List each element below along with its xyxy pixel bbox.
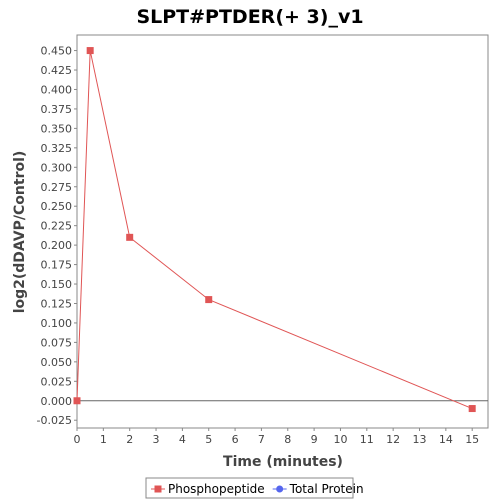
x-tick-label: 12 xyxy=(386,433,400,446)
y-tick-label: 0.100 xyxy=(41,317,73,330)
y-axis: -0.025 0.000 0.025 0.050 0.075 0.100 0.125 0.15… xyxy=(37,45,77,427)
y-tick-label: 0.050 xyxy=(41,356,73,369)
x-tick-label: 1 xyxy=(100,433,107,446)
x-tick-label: 0 xyxy=(74,433,81,446)
y-tick-label: 0.450 xyxy=(41,45,73,58)
y-tick-label: 0.025 xyxy=(41,375,73,388)
x-tick-label: 3 xyxy=(153,433,160,446)
x-tick-label: 10 xyxy=(333,433,347,446)
x-tick-label: 2 xyxy=(126,433,133,446)
y-tick-label: 0.350 xyxy=(41,122,73,135)
y-tick-label: 0.250 xyxy=(41,200,73,213)
y-tick-label: 0.300 xyxy=(41,161,73,174)
y-tick-label: 0.150 xyxy=(41,278,73,291)
x-tick-label: 9 xyxy=(311,433,318,446)
data-point xyxy=(126,233,134,241)
legend-marker xyxy=(154,485,162,493)
x-tick-label: 15 xyxy=(465,433,479,446)
x-tick-label: 13 xyxy=(413,433,427,446)
y-tick-label: 0.425 xyxy=(41,64,73,77)
chart-title: SLPT#PTDER(+ 3)_v1 xyxy=(136,6,363,28)
y-tick-label: 0.275 xyxy=(41,181,73,194)
series-group xyxy=(73,47,476,413)
legend-label: Total Protein xyxy=(289,482,364,496)
x-axis-title: Time (minutes) xyxy=(223,454,343,470)
legend-marker xyxy=(276,485,284,493)
y-tick-label: -0.025 xyxy=(37,414,72,427)
plot-area xyxy=(76,34,489,429)
legend-frame xyxy=(145,477,354,499)
x-tick-label: 14 xyxy=(439,433,453,446)
y-tick-label: 0.075 xyxy=(41,336,73,349)
y-axis-title: log2(dDAVP/Control) xyxy=(12,151,28,314)
data-point xyxy=(86,47,94,55)
legend: Phosphopeptide Total Protein xyxy=(145,477,364,499)
x-tick-label: 6 xyxy=(232,433,239,446)
y-tick-label: 0.375 xyxy=(41,103,73,116)
x-tick-label: 8 xyxy=(284,433,291,446)
legend-label: Phosphopeptide xyxy=(168,482,265,496)
y-tick-label: 0.400 xyxy=(41,83,73,96)
x-tick-label: 4 xyxy=(179,433,186,446)
data-point xyxy=(205,296,213,304)
data-point xyxy=(468,405,476,413)
y-tick-label: 0.225 xyxy=(41,220,73,233)
y-tick-label: 0.000 xyxy=(41,395,73,408)
y-tick-label: 0.325 xyxy=(41,142,73,155)
y-tick-label: 0.175 xyxy=(41,259,73,272)
x-axis: 0 1 2 3 4 5 6 7 8 9 10 11 12 13 14 15 xyxy=(74,428,479,446)
x-tick-label: 11 xyxy=(360,433,374,446)
y-tick-label: 0.125 xyxy=(41,297,73,310)
data-point xyxy=(73,397,81,405)
x-tick-label: 5 xyxy=(205,433,212,446)
x-tick-label: 7 xyxy=(258,433,265,446)
legend-items: Phosphopeptide Total Protein xyxy=(151,482,364,496)
y-tick-label: 0.200 xyxy=(41,239,73,252)
